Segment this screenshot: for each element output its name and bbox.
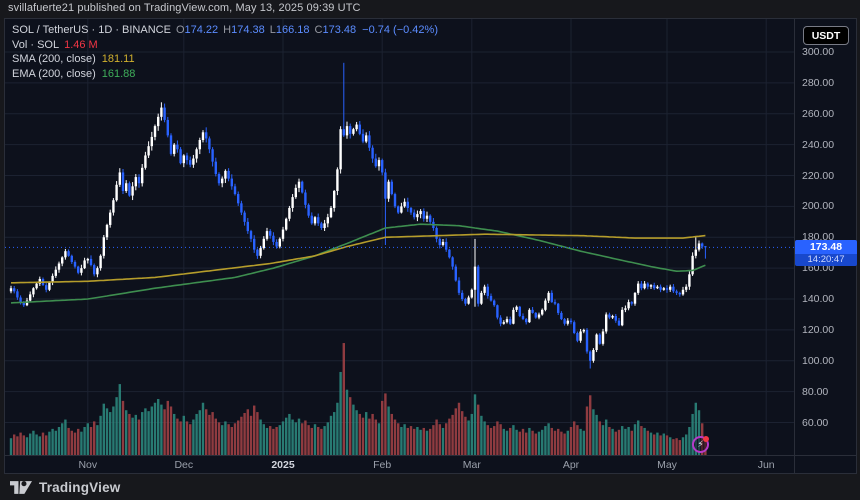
lightning-icon: ⚡ (697, 439, 704, 449)
price-tick: 240.00 (802, 138, 835, 151)
price-tick: 140.00 (802, 293, 835, 306)
axis-corner (794, 456, 856, 473)
chart-legend: SOL / TetherUS · 1D · BINANCE O174.22 H174… (12, 23, 438, 81)
notification-dot (703, 436, 709, 442)
price-tick: 60.00 (802, 416, 829, 429)
bar-countdown: 14:20:47 (795, 254, 857, 267)
change-value: −0.74 (−0.42%) (362, 24, 438, 36)
price-tick: 200.00 (802, 200, 835, 213)
attribution-text: svillafuerte21 published on TradingView.… (8, 2, 361, 14)
chart-pane[interactable]: SOL / TetherUS · 1D · BINANCE O174.22 H174… (5, 19, 794, 455)
price-tick: 260.00 (802, 107, 835, 120)
ohlc-values: O174.22 H174.38 L166.18 C173.48 (171, 24, 356, 36)
price-tick: 120.00 (802, 323, 835, 336)
legend-symbol-row[interactable]: SOL / TetherUS · 1D · BINANCE O174.22 H174… (12, 23, 438, 38)
symbol-title: SOL / TetherUS · 1D · BINANCE (12, 24, 171, 36)
price-tick: 220.00 (802, 169, 835, 182)
ema-200-line[interactable] (10, 223, 706, 304)
ohlc-key: C173.48 (314, 24, 357, 36)
price-tick: 80.00 (802, 385, 829, 398)
price-tick: 100.00 (802, 354, 835, 367)
currency-toggle-button[interactable]: USDT (803, 26, 849, 45)
time-label: Apr (562, 458, 580, 471)
time-label: Feb (373, 458, 392, 471)
ema-label: EMA (200, close) (12, 67, 96, 80)
price-tick: 280.00 (802, 76, 835, 89)
legend-volume-row[interactable]: Vol · SOL 1.46 M (12, 38, 438, 53)
volume-value: 1.46 M (64, 38, 98, 51)
time-label: Jun (757, 458, 775, 471)
time-label: Mar (462, 458, 481, 471)
volume-bars (9, 343, 707, 455)
time-axis[interactable]: Nov Dec 2025 Feb Mar Apr May Jun (5, 456, 794, 473)
tradingview-logo-icon[interactable] (10, 480, 32, 495)
ohlc-key: L166.18 (269, 24, 310, 36)
price-axis[interactable]: USDT 300.00 280.00 260.00 240.00 220.00 200.0… (794, 19, 857, 455)
boost-reaction-icon[interactable]: ⚡ (692, 436, 709, 453)
chart-widget: SOL / TetherUS · 1D · BINANCE O174.22 H174… (4, 18, 857, 474)
price-tick: 180.00 (802, 231, 835, 244)
candles (9, 62, 707, 369)
legend-sma-row[interactable]: SMA (200, close) 181.11 (12, 52, 438, 67)
time-label: 2025 (271, 458, 295, 471)
sma-label: SMA (200, close) (12, 53, 96, 65)
time-label: Nov (78, 458, 98, 471)
ema-value: 161.88 (101, 67, 136, 80)
tradingview-brand-text[interactable]: TradingView (39, 479, 121, 495)
footer: TradingView (0, 474, 860, 500)
volume-label: Vol · SOL (12, 38, 60, 51)
time-label: May (657, 458, 677, 471)
ohlc-key: H174.38 (223, 24, 265, 36)
candlestick-chart[interactable] (5, 19, 794, 455)
time-label: Dec (174, 458, 194, 471)
ohlc-key: O174.22 (175, 24, 219, 36)
sma-value: 181.11 (101, 53, 135, 65)
current-price-value: 173.48 (795, 240, 857, 255)
price-tick: 300.00 (802, 46, 835, 58)
current-price-label: 173.48 14:20:47 (795, 240, 857, 267)
sma-200-line[interactable] (11, 233, 706, 284)
grid-lines (5, 19, 794, 455)
legend-ema-row[interactable]: EMA (200, close) 161.88 (12, 67, 438, 82)
